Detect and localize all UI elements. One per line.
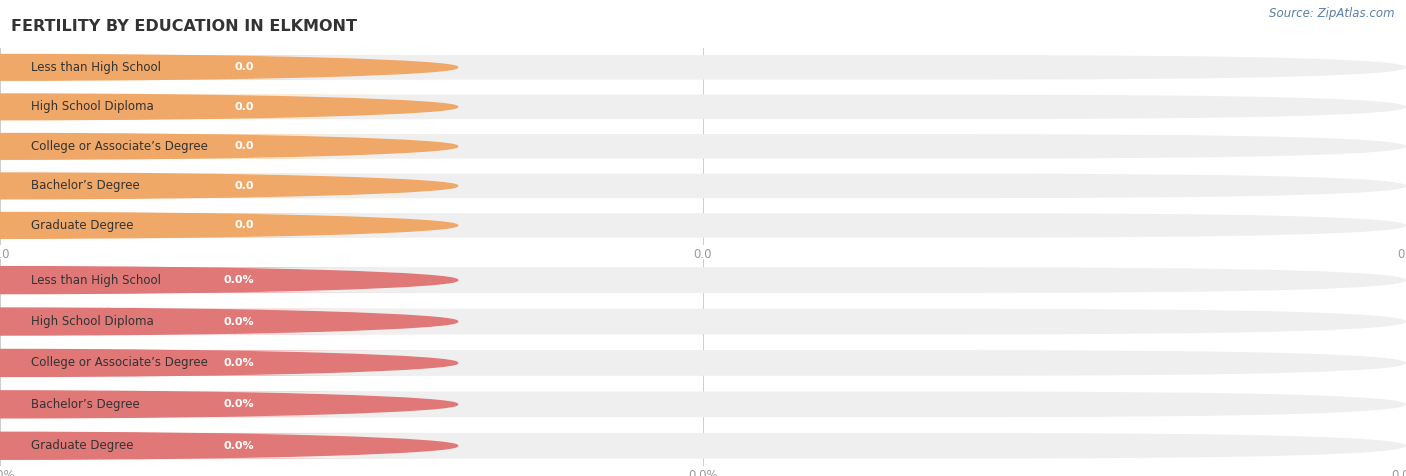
FancyBboxPatch shape: [0, 174, 436, 198]
FancyBboxPatch shape: [0, 433, 1406, 458]
Text: Bachelor’s Degree: Bachelor’s Degree: [31, 179, 139, 192]
FancyBboxPatch shape: [0, 350, 436, 376]
Circle shape: [0, 54, 458, 80]
FancyBboxPatch shape: [0, 268, 436, 293]
Text: 0.0: 0.0: [235, 141, 254, 151]
Text: College or Associate’s Degree: College or Associate’s Degree: [31, 357, 208, 369]
FancyBboxPatch shape: [0, 213, 436, 238]
Text: High School Diploma: High School Diploma: [31, 100, 153, 113]
Text: Source: ZipAtlas.com: Source: ZipAtlas.com: [1270, 7, 1395, 20]
Text: 0.0%: 0.0%: [224, 275, 254, 285]
FancyBboxPatch shape: [0, 309, 436, 334]
FancyBboxPatch shape: [0, 392, 1406, 417]
Text: FERTILITY BY EDUCATION IN ELKMONT: FERTILITY BY EDUCATION IN ELKMONT: [11, 19, 357, 34]
FancyBboxPatch shape: [0, 95, 436, 119]
Text: 0.0%: 0.0%: [224, 399, 254, 409]
Text: 0.0%: 0.0%: [224, 441, 254, 451]
Text: 0.0: 0.0: [235, 102, 254, 112]
Circle shape: [0, 94, 458, 120]
Text: Less than High School: Less than High School: [31, 274, 160, 287]
FancyBboxPatch shape: [0, 309, 1406, 334]
Circle shape: [0, 391, 458, 418]
Text: 0.0: 0.0: [235, 220, 254, 230]
Circle shape: [0, 432, 458, 459]
FancyBboxPatch shape: [0, 213, 1406, 238]
Text: Bachelor’s Degree: Bachelor’s Degree: [31, 398, 139, 411]
Text: 0.0%: 0.0%: [224, 317, 254, 327]
FancyBboxPatch shape: [0, 134, 1406, 159]
FancyBboxPatch shape: [0, 392, 436, 417]
Circle shape: [0, 267, 458, 294]
Circle shape: [0, 308, 458, 335]
FancyBboxPatch shape: [0, 95, 1406, 119]
Text: Less than High School: Less than High School: [31, 61, 160, 74]
Circle shape: [0, 133, 458, 159]
Text: Graduate Degree: Graduate Degree: [31, 439, 134, 452]
FancyBboxPatch shape: [0, 433, 436, 458]
Text: 0.0: 0.0: [235, 62, 254, 72]
FancyBboxPatch shape: [0, 350, 1406, 376]
FancyBboxPatch shape: [0, 55, 1406, 79]
Circle shape: [0, 349, 458, 377]
Text: 0.0%: 0.0%: [224, 358, 254, 368]
Text: 0.0: 0.0: [235, 181, 254, 191]
Text: Graduate Degree: Graduate Degree: [31, 219, 134, 232]
Circle shape: [0, 173, 458, 199]
Text: High School Diploma: High School Diploma: [31, 315, 153, 328]
Circle shape: [0, 212, 458, 238]
FancyBboxPatch shape: [0, 268, 1406, 293]
FancyBboxPatch shape: [0, 134, 436, 159]
FancyBboxPatch shape: [0, 55, 436, 79]
FancyBboxPatch shape: [0, 174, 1406, 198]
Text: College or Associate’s Degree: College or Associate’s Degree: [31, 140, 208, 153]
